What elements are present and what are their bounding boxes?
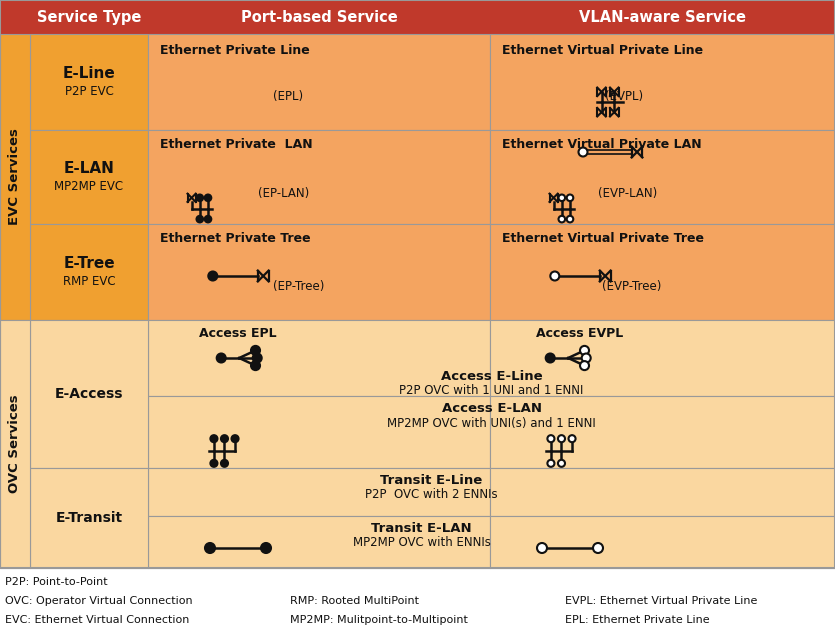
Circle shape	[580, 346, 589, 355]
Text: MP2MP: Mulitpoint-to-Multipoint: MP2MP: Mulitpoint-to-Multipoint	[290, 615, 468, 625]
Text: E-Tree: E-Tree	[63, 256, 115, 270]
Circle shape	[196, 216, 203, 222]
Text: Ethernet Virtual Private LAN: Ethernet Virtual Private LAN	[502, 138, 701, 151]
Circle shape	[558, 460, 565, 467]
Bar	[490, 320, 835, 396]
Bar	[30, 320, 148, 468]
Text: (EVP-LAN): (EVP-LAN)	[598, 187, 657, 200]
Circle shape	[548, 435, 554, 442]
Text: P2P: Point-to-Point: P2P: Point-to-Point	[5, 577, 108, 587]
Bar	[0, 0, 835, 568]
Bar	[148, 468, 490, 516]
Text: E-Line: E-Line	[63, 66, 115, 80]
Text: E-Access: E-Access	[55, 387, 124, 401]
Text: Access E-LAN: Access E-LAN	[442, 402, 542, 415]
Text: EVC: Ethernet Virtual Connection: EVC: Ethernet Virtual Connection	[5, 615, 190, 625]
Circle shape	[217, 354, 225, 363]
Circle shape	[253, 354, 261, 363]
Text: (EPL): (EPL)	[273, 90, 303, 102]
Text: MP2MP OVC with UNI(s) and 1 ENNI: MP2MP OVC with UNI(s) and 1 ENNI	[387, 417, 596, 430]
Circle shape	[261, 543, 271, 553]
Text: E-Transit: E-Transit	[55, 511, 123, 525]
Text: (EP-Tree): (EP-Tree)	[273, 279, 324, 292]
Text: RMP: Rooted MultiPoint: RMP: Rooted MultiPoint	[290, 596, 419, 606]
Text: MP2MP OVC with ENNIs: MP2MP OVC with ENNIs	[352, 536, 490, 549]
Bar	[0, 34, 30, 320]
Text: Port-based Service: Port-based Service	[240, 10, 397, 24]
Bar	[490, 34, 835, 130]
Bar	[30, 224, 148, 320]
Circle shape	[558, 435, 565, 442]
Text: OVC: Operator Virtual Connection: OVC: Operator Virtual Connection	[5, 596, 193, 606]
Circle shape	[537, 543, 547, 553]
Bar	[148, 224, 490, 320]
Text: VLAN-aware Service: VLAN-aware Service	[579, 10, 746, 24]
Bar	[148, 516, 490, 568]
Text: P2P EVC: P2P EVC	[64, 84, 114, 97]
Text: Access EPL: Access EPL	[200, 327, 277, 339]
Circle shape	[251, 346, 260, 355]
Text: Ethernet Private  LAN: Ethernet Private LAN	[160, 138, 312, 151]
Text: (EVP-Tree): (EVP-Tree)	[602, 279, 661, 292]
Bar	[30, 34, 148, 130]
Circle shape	[196, 194, 203, 201]
Text: (EP-LAN): (EP-LAN)	[258, 187, 309, 200]
Circle shape	[593, 543, 603, 553]
Circle shape	[567, 216, 574, 222]
Bar	[148, 130, 490, 224]
Bar	[30, 130, 148, 224]
Text: EPL: Ethernet Private Line: EPL: Ethernet Private Line	[565, 615, 710, 625]
Circle shape	[221, 460, 228, 467]
Text: OVC Services: OVC Services	[8, 395, 22, 493]
Bar	[30, 468, 148, 568]
Text: Ethernet Virtual Private Line: Ethernet Virtual Private Line	[502, 44, 703, 57]
Text: P2P OVC with 1 UNI and 1 ENNI: P2P OVC with 1 UNI and 1 ENNI	[399, 383, 584, 397]
Text: P2P  OVC with 2 ENNIs: P2P OVC with 2 ENNIs	[365, 489, 498, 502]
Circle shape	[231, 435, 239, 442]
Circle shape	[582, 354, 590, 363]
Circle shape	[559, 216, 565, 222]
Text: Access EVPL: Access EVPL	[536, 327, 624, 339]
Circle shape	[208, 272, 217, 281]
Circle shape	[580, 361, 589, 370]
Circle shape	[210, 460, 217, 467]
Circle shape	[550, 272, 559, 281]
Bar	[490, 130, 835, 224]
Text: Transit E-LAN: Transit E-LAN	[372, 522, 472, 536]
Bar	[490, 516, 835, 568]
Text: Access E-Line: Access E-Line	[441, 370, 542, 383]
Text: E-LAN: E-LAN	[63, 160, 114, 176]
Text: Ethernet Private Line: Ethernet Private Line	[160, 44, 310, 57]
Bar	[148, 396, 490, 468]
Circle shape	[579, 147, 588, 156]
Circle shape	[559, 194, 565, 201]
Bar	[490, 468, 835, 516]
Circle shape	[251, 361, 260, 370]
Text: Service Type: Service Type	[37, 10, 141, 24]
Bar	[0, 0, 835, 34]
Circle shape	[205, 194, 211, 201]
Text: Ethernet Private Tree: Ethernet Private Tree	[160, 231, 311, 245]
Bar	[148, 320, 490, 396]
Text: Transit E-Line: Transit E-Line	[381, 475, 483, 488]
Bar	[148, 34, 490, 130]
Text: RMP EVC: RMP EVC	[63, 274, 115, 287]
Circle shape	[546, 354, 554, 363]
Text: EVPL: Ethernet Virtual Private Line: EVPL: Ethernet Virtual Private Line	[565, 596, 757, 606]
Text: (EVPL): (EVPL)	[605, 90, 643, 102]
Text: EVC Services: EVC Services	[8, 129, 22, 225]
Circle shape	[221, 435, 228, 442]
Bar	[490, 224, 835, 320]
Circle shape	[205, 216, 211, 222]
Bar	[490, 396, 835, 468]
Circle shape	[569, 435, 575, 442]
Circle shape	[548, 460, 554, 467]
Circle shape	[205, 543, 215, 553]
Circle shape	[210, 435, 217, 442]
Text: Ethernet Virtual Private Tree: Ethernet Virtual Private Tree	[502, 231, 704, 245]
Circle shape	[567, 194, 574, 201]
Text: MP2MP EVC: MP2MP EVC	[54, 180, 124, 193]
Bar	[0, 320, 30, 568]
